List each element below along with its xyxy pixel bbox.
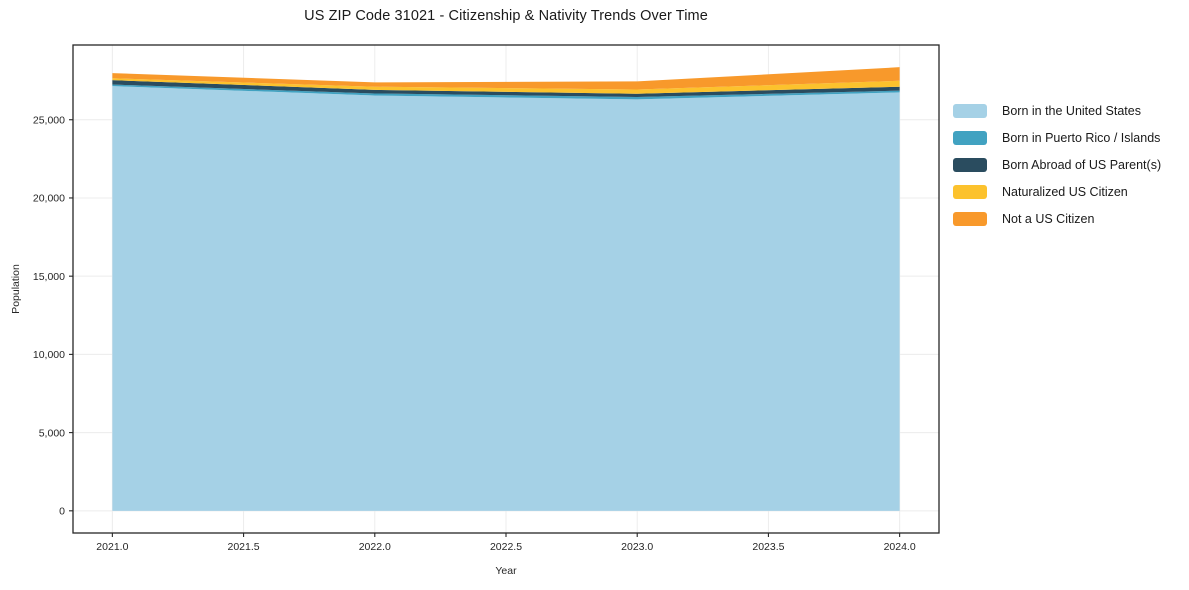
- y-tick-label: 0: [59, 506, 65, 518]
- y-tick-label: 20,000: [33, 193, 65, 205]
- area-born-abroad-of-us-parent-s: [112, 80, 900, 98]
- y-tick-label: 15,000: [33, 271, 65, 283]
- legend-label: Born Abroad of US Parent(s): [1002, 158, 1162, 172]
- legend-swatch: [953, 104, 987, 118]
- y-axis-label: Population: [10, 264, 22, 314]
- area-born-in-puerto-rico-islands: [112, 84, 900, 100]
- x-tick-label: 2022.0: [359, 541, 391, 553]
- legend-swatch: [953, 212, 987, 226]
- area-born-in-the-united-states: [112, 86, 900, 511]
- legend-label: Born in Puerto Rico / Islands: [1002, 131, 1161, 145]
- legend-label: Not a US Citizen: [1002, 212, 1095, 226]
- y-tick-label: 10,000: [33, 349, 65, 361]
- x-tick-label: 2024.0: [884, 541, 916, 553]
- x-axis-label: Year: [495, 565, 517, 577]
- legend-item: Not a US Citizen: [953, 212, 1161, 226]
- x-tick-label: 2021.0: [96, 541, 128, 553]
- chart-title: US ZIP Code 31021 - Citizenship & Nativi…: [304, 8, 708, 24]
- legend-item: Naturalized US Citizen: [953, 185, 1161, 199]
- x-tick-label: 2023.0: [621, 541, 653, 553]
- x-tick-label: 2023.5: [752, 541, 784, 553]
- legend-item: Born in Puerto Rico / Islands: [953, 131, 1161, 145]
- legend-swatch: [953, 185, 987, 199]
- legend-item: Born in the United States: [953, 104, 1161, 118]
- legend-label: Naturalized US Citizen: [1002, 185, 1128, 199]
- area-naturalized-us-citizen: [112, 78, 900, 94]
- legend-swatch: [953, 158, 987, 172]
- x-tick-label: 2022.5: [490, 541, 522, 553]
- y-tick-label: 25,000: [33, 114, 65, 126]
- x-tick-label: 2021.5: [228, 541, 260, 553]
- legend-swatch: [953, 131, 987, 145]
- legend-item: Born Abroad of US Parent(s): [953, 158, 1161, 172]
- y-tick-label: 5,000: [39, 427, 65, 439]
- area-not-a-us-citizen: [112, 67, 900, 90]
- legend-label: Born in the United States: [1002, 104, 1141, 118]
- legend: Born in the United States Born in Puerto…: [953, 104, 1161, 239]
